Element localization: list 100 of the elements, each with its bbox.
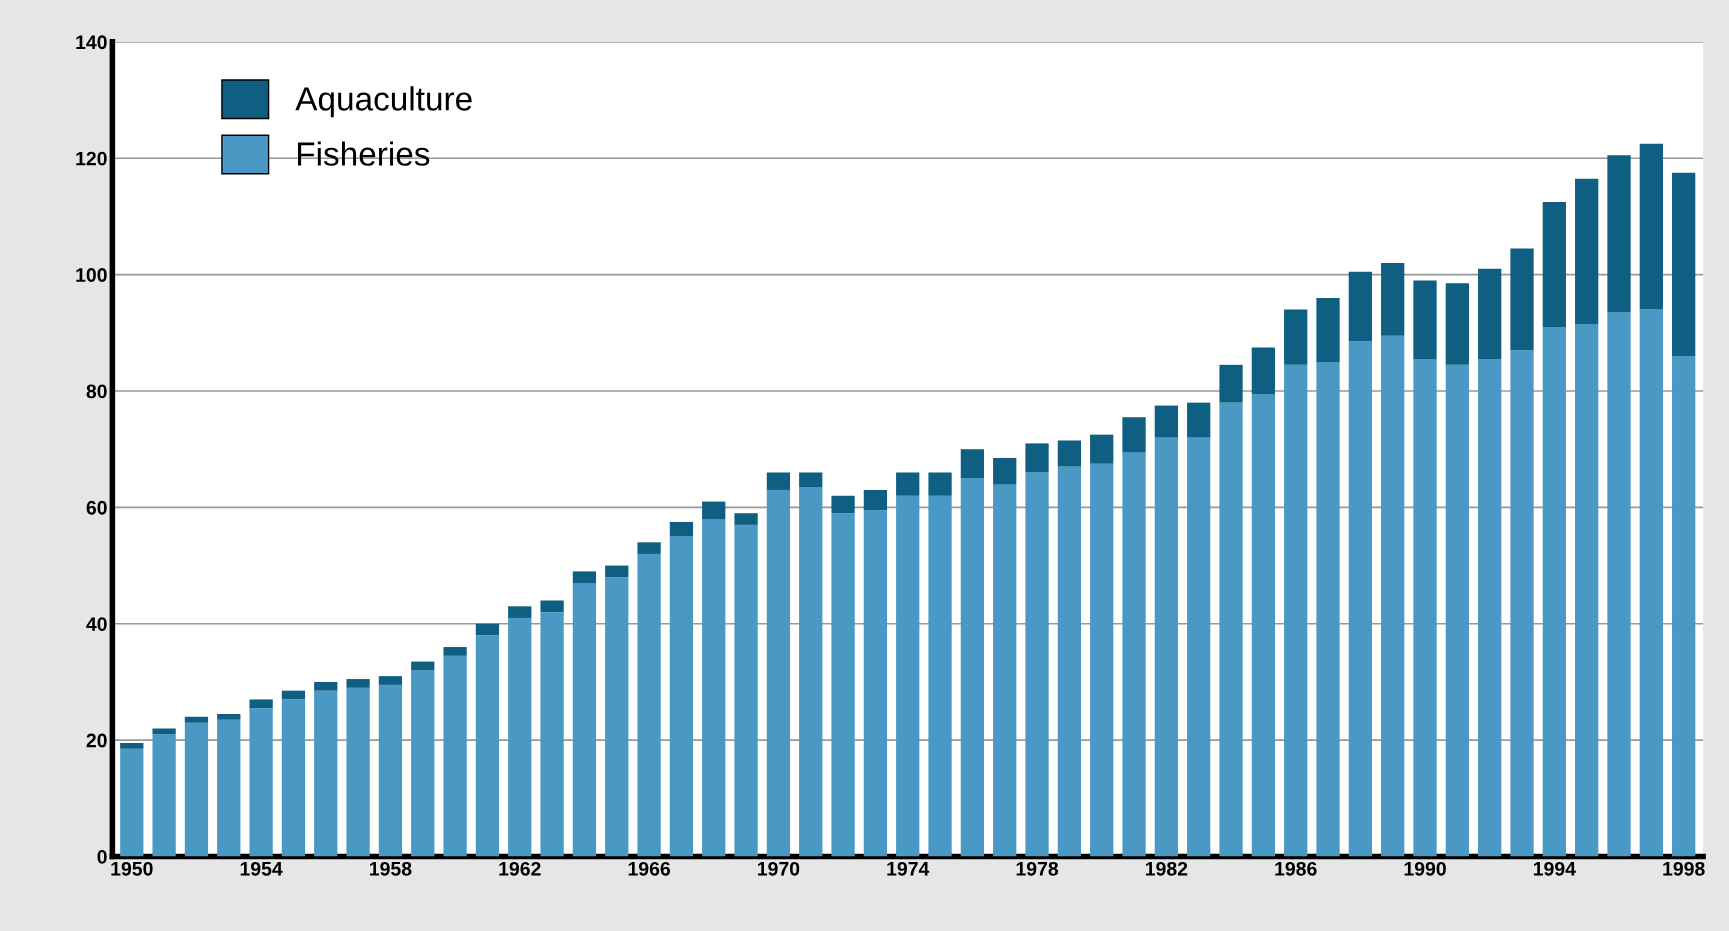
bar — [217, 713, 241, 720]
bar — [863, 489, 888, 511]
bar — [960, 478, 985, 857]
bar — [1478, 268, 1502, 360]
bar — [766, 472, 791, 490]
bar — [1219, 364, 1243, 403]
bar — [1090, 463, 1114, 857]
bar — [184, 716, 209, 723]
bar — [120, 743, 144, 749]
bar — [1381, 335, 1405, 857]
bar — [799, 487, 823, 857]
y-tick-label: 20 — [86, 733, 107, 748]
bar — [734, 513, 758, 525]
legend-label: Aquaculture — [295, 86, 472, 118]
bar — [928, 495, 952, 857]
bar — [1187, 402, 1211, 438]
bar — [1122, 452, 1146, 857]
bar — [572, 583, 597, 857]
bar — [443, 655, 467, 857]
bar — [1025, 443, 1049, 473]
bar — [475, 623, 500, 636]
bar — [928, 472, 952, 496]
bar — [896, 495, 920, 857]
bar — [314, 690, 338, 857]
bar — [1575, 178, 1599, 325]
bar — [1445, 364, 1469, 857]
bar — [508, 606, 532, 618]
bar — [1607, 155, 1631, 313]
bar — [411, 661, 435, 671]
bar — [734, 524, 758, 857]
bar — [1575, 324, 1599, 857]
bar — [1090, 434, 1114, 464]
x-tick-label: 1982 — [1145, 861, 1188, 876]
x-tick-label: 1966 — [628, 861, 671, 876]
x-tick-label: 1990 — [1404, 861, 1446, 876]
bar — [605, 565, 629, 578]
bar — [1510, 350, 1534, 857]
bar — [411, 670, 435, 857]
y-tick-label: 80 — [86, 384, 107, 399]
bar — [346, 679, 370, 688]
bar — [508, 617, 532, 857]
bar — [1154, 405, 1179, 438]
bar — [572, 571, 597, 584]
bar — [314, 681, 338, 691]
bar — [1057, 466, 1082, 857]
bar — [1381, 263, 1405, 336]
x-tick-label: 1998 — [1663, 861, 1705, 876]
bar — [831, 513, 855, 857]
bar — [896, 472, 920, 496]
bar — [1445, 283, 1469, 365]
bar — [346, 687, 370, 857]
bar — [605, 577, 629, 857]
bar — [1607, 312, 1631, 857]
bar — [1510, 248, 1534, 351]
bar — [1413, 280, 1437, 360]
y-tick-label: 0 — [97, 849, 107, 864]
x-tick-label: 1962 — [499, 861, 541, 876]
bar — [831, 495, 855, 514]
bar — [766, 489, 791, 857]
bar — [1478, 359, 1502, 857]
bar — [475, 635, 500, 857]
x-tick-label: 1970 — [758, 861, 800, 876]
bar — [1639, 143, 1663, 310]
bar — [249, 699, 273, 709]
y-tick-label: 60 — [86, 500, 107, 515]
bar — [1348, 341, 1372, 857]
bar — [669, 521, 694, 537]
bar — [1316, 361, 1340, 857]
bar — [993, 457, 1017, 485]
bar — [863, 510, 888, 857]
bar — [281, 699, 306, 857]
bar — [702, 519, 726, 857]
bar — [1219, 402, 1243, 857]
bar — [1251, 393, 1275, 857]
bar — [378, 684, 403, 857]
bar — [152, 734, 176, 857]
bar — [1348, 271, 1372, 342]
x-tick-label: 1986 — [1275, 861, 1317, 876]
bar — [702, 501, 726, 520]
x-tick-label: 1994 — [1533, 861, 1576, 876]
bar — [1542, 327, 1566, 857]
x-tick-label: 1974 — [887, 861, 930, 876]
bar — [799, 472, 823, 488]
bar — [1316, 297, 1340, 362]
bar — [1639, 309, 1663, 857]
bar — [540, 600, 564, 613]
bar — [637, 542, 661, 554]
bar — [1057, 440, 1082, 467]
bar — [669, 536, 694, 857]
bar — [281, 690, 306, 700]
bar — [443, 647, 467, 656]
y-tick-label: 40 — [86, 617, 107, 632]
bar — [378, 676, 403, 685]
bar — [120, 748, 144, 857]
bar — [1025, 472, 1049, 857]
bar — [217, 719, 241, 857]
bar — [1284, 309, 1308, 365]
bar — [993, 484, 1017, 857]
bar — [1672, 172, 1696, 357]
x-tick-label: 1954 — [240, 861, 283, 876]
